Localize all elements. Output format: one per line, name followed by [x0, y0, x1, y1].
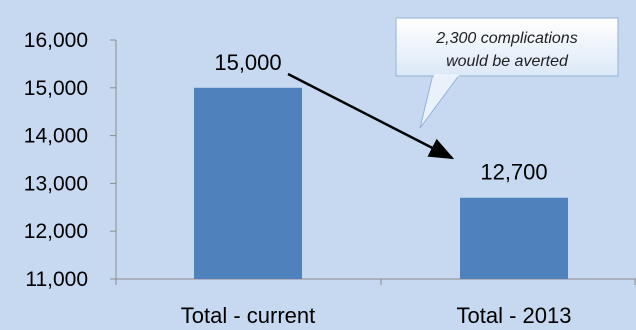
- callout-text-line-2: would be averted: [446, 53, 569, 70]
- bar: [194, 87, 302, 279]
- y-tick-label: 16,000: [24, 29, 88, 52]
- y-tick-label: 12,000: [24, 220, 88, 243]
- change-arrow: [287, 72, 455, 160]
- data-label: 12,700: [480, 160, 547, 185]
- y-tick-label: 11,000: [25, 268, 88, 291]
- labels: 15,000 Total - current 12,700 Total - 2013: [181, 50, 572, 328]
- x-category-label: Total - 2013: [457, 303, 572, 328]
- annotation: 2,300 complications would be averted: [287, 17, 619, 160]
- y-tick-label: 15,000: [24, 77, 88, 100]
- y-tick-label: 13,000: [24, 172, 88, 195]
- x-category-label: Total - current: [181, 303, 316, 328]
- axes: 11,000 12,000 13,000 14,000 15,000 16,000: [24, 29, 636, 291]
- y-tick-label: 14,000: [24, 125, 88, 148]
- callout-tail: [419, 73, 461, 129]
- callout-text-line-1: 2,300 complications: [435, 30, 577, 47]
- data-label: 15,000: [214, 50, 281, 75]
- callout-box: [395, 17, 619, 77]
- bar: [460, 197, 568, 279]
- bars: [194, 87, 568, 279]
